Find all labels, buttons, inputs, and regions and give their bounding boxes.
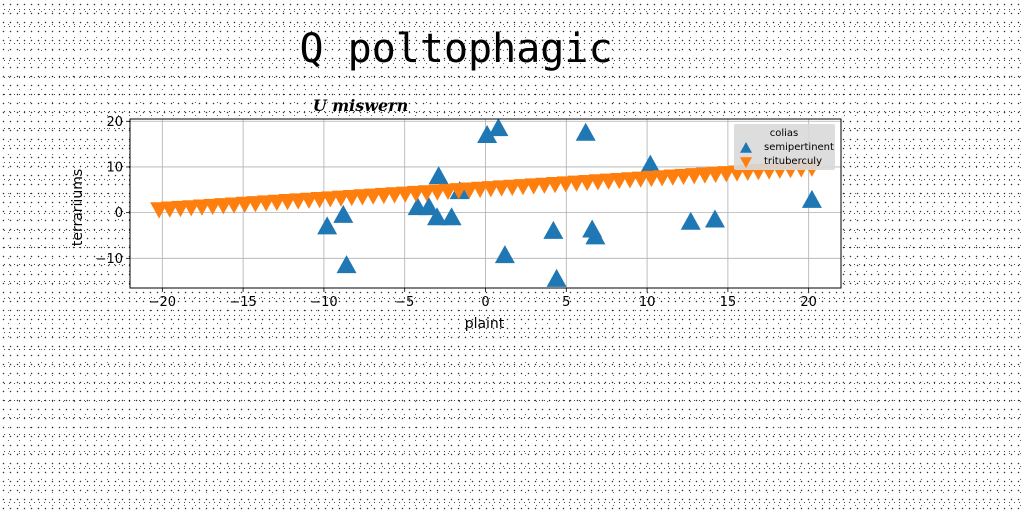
x-tick-label: −15 xyxy=(229,295,256,310)
legend: colias semipertinent trituberculy xyxy=(734,124,835,170)
x-tick-label: −20 xyxy=(149,295,176,310)
x-tick-label: 20 xyxy=(800,295,817,310)
x-tick-label: 10 xyxy=(639,295,656,310)
y-tick-label: −10 xyxy=(96,252,123,267)
y-tick-label: 10 xyxy=(106,160,123,175)
x-tick-label: 15 xyxy=(720,295,737,310)
y-tick-label: 20 xyxy=(106,115,123,130)
y-axis-label: terrariiums xyxy=(70,169,86,246)
x-tick-label: 5 xyxy=(562,295,570,310)
x-tick-label: −10 xyxy=(310,295,337,310)
legend-label-trituberculy: trituberculy xyxy=(764,156,822,167)
x-tick-label: −5 xyxy=(395,295,414,310)
legend-title: colias xyxy=(770,128,799,139)
chart-title: U miswern xyxy=(313,96,409,115)
legend-label-semipertinent: semipertinent xyxy=(764,142,834,153)
x-tick-label: 0 xyxy=(481,295,489,310)
y-tick-label: 0 xyxy=(115,206,123,221)
x-axis-label: plaint xyxy=(465,316,505,332)
